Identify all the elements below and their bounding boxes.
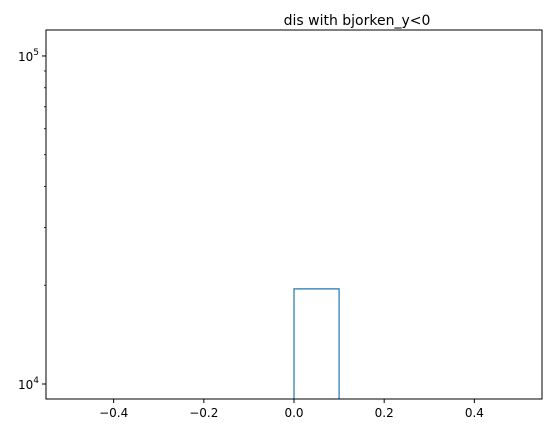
histogram-bar [294,289,339,399]
y-tick-label: 104 [18,376,39,392]
chart-title: dis with bjorken_y<0 [284,13,431,29]
x-axis: −0.4 −0.2 0.0 0.2 0.4 [99,399,484,420]
x-tick-label: 0.0 [284,406,303,420]
x-tick-label: −0.4 [99,406,128,420]
y-tick-label: 105 [18,48,39,64]
y-axis: 104 105 [18,48,46,392]
x-tick-label: 0.2 [375,406,394,420]
x-tick-label: −0.2 [189,406,218,420]
x-tick-label: 0.4 [465,406,484,420]
plot-area [294,289,339,399]
